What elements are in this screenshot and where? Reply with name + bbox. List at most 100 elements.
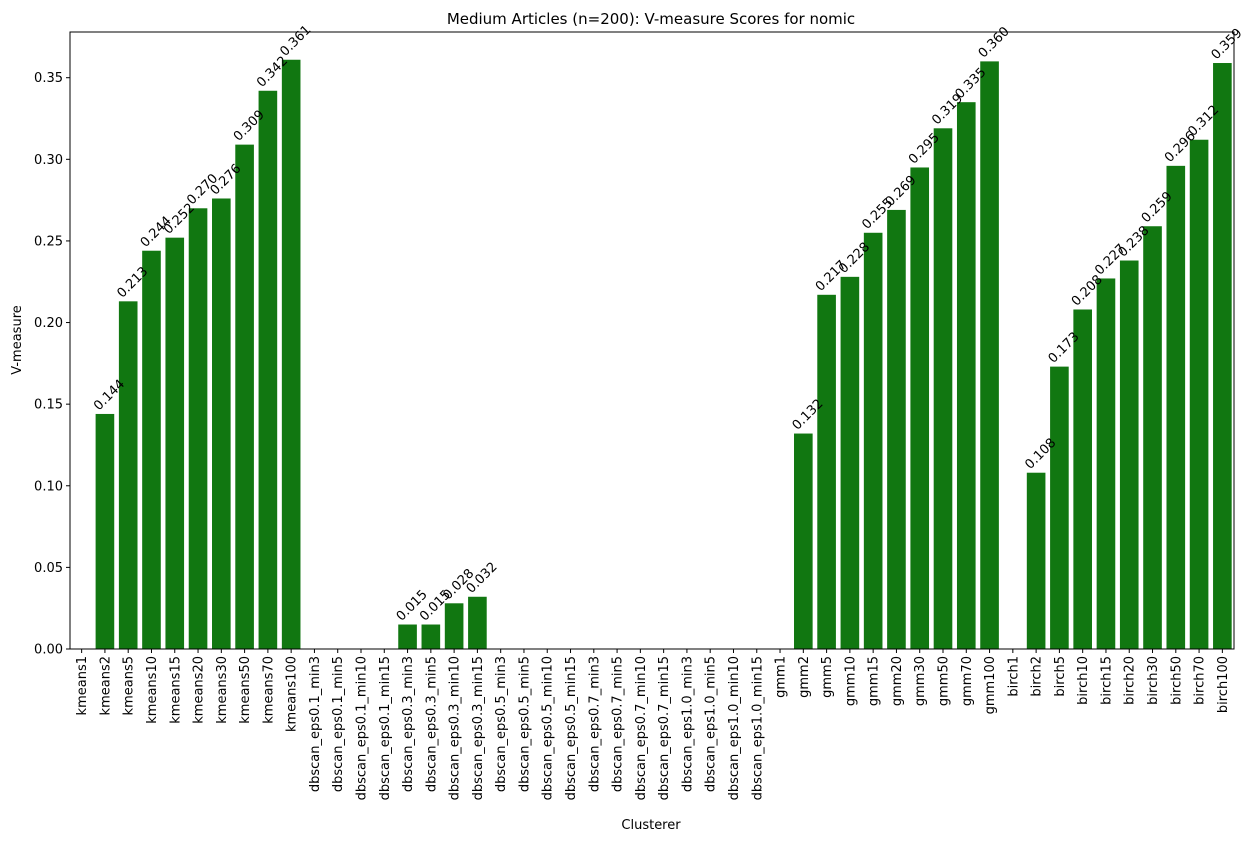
bar <box>1096 278 1116 649</box>
x-tick-label: dbscan_eps0.7_min15 <box>657 656 672 800</box>
bar <box>398 624 417 649</box>
x-tick-label: kmeans20 <box>192 656 207 724</box>
bar-value-label: 0.359 <box>1209 26 1246 63</box>
x-tick-label: kmeans2 <box>98 656 113 715</box>
x-tick-label: gmm2 <box>797 656 812 698</box>
bar-value-label: 0.360 <box>976 24 1013 61</box>
y-tick-label: 0.30 <box>34 153 63 168</box>
bar <box>956 102 976 650</box>
y-tick-label: 0.05 <box>34 561 63 576</box>
y-axis: 0.00 0.05 0.10 0.15 0.20 0.25 0.30 0.35 <box>34 71 70 658</box>
x-tick-label: dbscan_eps0.5_min15 <box>564 656 579 800</box>
bar <box>910 167 930 650</box>
x-tick-label: gmm10 <box>843 656 858 706</box>
bar <box>1050 366 1069 649</box>
x-tick-label: birch5 <box>1053 656 1068 697</box>
x-tick-label: dbscan_eps0.5_min5 <box>517 656 532 792</box>
x-tick-label: dbscan_eps0.5_min10 <box>541 656 556 800</box>
x-tick-label: kmeans50 <box>238 656 253 724</box>
x-tick-label: birch50 <box>1169 656 1184 705</box>
bars-layer <box>95 59 1232 650</box>
x-tick-label: gmm15 <box>867 656 882 706</box>
bar <box>188 208 208 650</box>
bar <box>421 624 441 649</box>
x-tick-label: birch70 <box>1193 656 1208 705</box>
x-axis: kmeans1 kmeans2 kmeans5 kmeans10 kmeans15 kme… <box>75 649 1231 800</box>
bar <box>165 237 185 649</box>
bar <box>142 250 161 650</box>
x-tick-label: birch10 <box>1076 656 1091 705</box>
bar <box>817 294 836 649</box>
bar <box>212 198 231 649</box>
x-tick-label: kmeans1 <box>75 656 90 715</box>
x-tick-label: gmm5 <box>820 656 835 698</box>
x-tick-label: gmm70 <box>960 656 975 706</box>
bar <box>468 596 487 649</box>
x-tick-label: dbscan_eps0.7_min10 <box>634 656 649 800</box>
x-tick-label: dbscan_eps0.1_min15 <box>378 656 393 800</box>
x-tick-label: dbscan_eps0.1_min5 <box>331 656 346 792</box>
bar <box>281 59 301 650</box>
x-tick-label: dbscan_eps0.7_min3 <box>587 656 602 792</box>
bar <box>1189 139 1209 649</box>
x-tick-label: kmeans100 <box>285 656 300 732</box>
y-tick-label: 0.35 <box>34 71 63 86</box>
bar <box>444 603 464 649</box>
x-tick-label: birch30 <box>1146 656 1161 705</box>
x-tick-label: dbscan_eps1.0_min5 <box>704 656 719 792</box>
x-tick-label: dbscan_eps1.0_min3 <box>680 656 695 792</box>
x-tick-label: gmm30 <box>913 656 928 706</box>
x-tick-label: dbscan_eps0.1_min10 <box>355 656 370 800</box>
x-tick-label: gmm100 <box>983 656 998 714</box>
bar <box>235 144 254 649</box>
x-tick-label: kmeans10 <box>145 656 160 724</box>
y-tick-label: 0.20 <box>34 316 63 331</box>
x-tick-label: dbscan_eps0.1_min3 <box>308 656 323 792</box>
x-tick-label: gmm1 <box>774 656 789 698</box>
x-tick-label: dbscan_eps0.7_min5 <box>611 656 626 792</box>
bar <box>118 301 138 649</box>
bar-value-label: 0.361 <box>277 23 314 60</box>
x-tick-label: kmeans15 <box>168 656 183 724</box>
x-tick-label: kmeans30 <box>215 656 230 724</box>
x-axis-label: Clusterer <box>621 818 681 833</box>
x-tick-label: birch100 <box>1216 656 1231 713</box>
bar <box>980 61 999 649</box>
x-tick-label: dbscan_eps0.3_min15 <box>471 656 486 800</box>
x-tick-label: dbscan_eps0.3_min5 <box>424 656 439 792</box>
x-tick-label: kmeans70 <box>261 656 276 724</box>
bar <box>258 90 278 649</box>
bar <box>863 232 883 649</box>
x-tick-label: birch1 <box>1006 656 1021 697</box>
x-tick-label: kmeans5 <box>122 656 137 715</box>
y-tick-label: 0.25 <box>34 234 63 249</box>
x-tick-label: dbscan_eps0.3_min10 <box>448 656 463 800</box>
x-tick-label: gmm50 <box>937 656 952 706</box>
x-tick-label: birch2 <box>1030 656 1045 697</box>
bar <box>794 433 813 649</box>
x-tick-label: birch15 <box>1099 656 1114 705</box>
x-tick-label: dbscan_eps1.0_min15 <box>750 656 765 800</box>
plot-frame <box>69 31 1235 650</box>
bar <box>1119 260 1139 649</box>
bar <box>1213 63 1232 649</box>
y-tick-label: 0.15 <box>34 398 63 413</box>
bar <box>1026 472 1046 649</box>
x-tick-label: gmm20 <box>890 656 905 706</box>
bar <box>887 209 906 650</box>
x-tick-label: dbscan_eps0.3_min3 <box>401 656 416 792</box>
x-tick-label: dbscan_eps0.5_min3 <box>494 656 509 792</box>
y-axis-label: V-measure <box>10 305 25 375</box>
bar <box>1073 309 1092 649</box>
bar <box>95 413 115 649</box>
bar <box>1143 226 1162 650</box>
chart-title: Medium Articles (n=200): V-measure Score… <box>447 10 855 28</box>
x-tick-label: dbscan_eps1.0_min10 <box>727 656 742 800</box>
bar <box>840 276 860 649</box>
bar <box>1166 165 1186 649</box>
x-tick-label: birch20 <box>1123 656 1138 705</box>
y-tick-label: 0.10 <box>34 479 63 494</box>
y-tick-label: 0.00 <box>34 643 63 658</box>
bar <box>933 128 953 650</box>
